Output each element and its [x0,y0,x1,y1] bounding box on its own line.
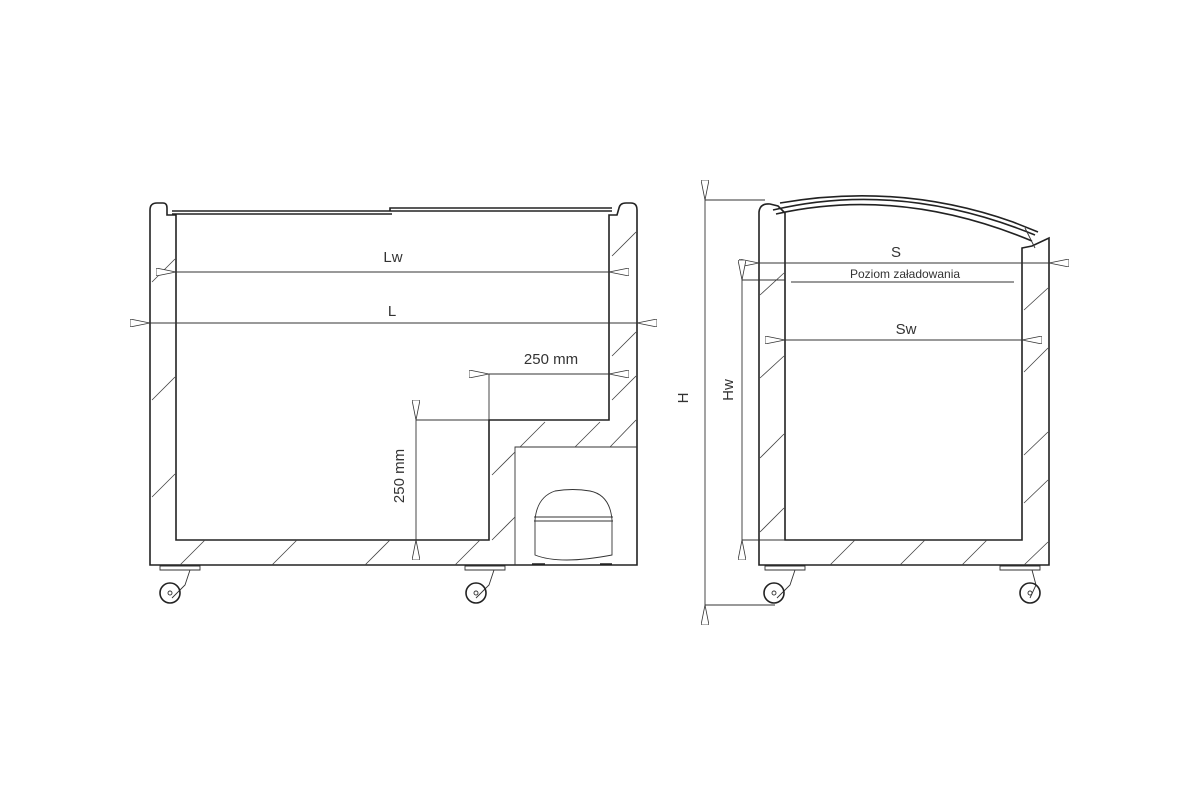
label-lw: Lw [383,249,402,266]
curved-glass-lid [772,195,1039,242]
label-hw: Hw [720,379,737,401]
sliding-lid-left [172,210,392,215]
label-step-height: 250 mm [391,449,408,503]
front-view: Lw L 250 mm 250 mm [150,202,637,604]
label-loading-level: Poziom załadowania [850,267,960,281]
caster-left [159,565,201,604]
caster-left [763,565,806,604]
label-h: H [675,393,692,404]
hatching [759,272,1049,566]
caster-right [464,565,506,604]
compressor [532,489,613,565]
label-s: S [891,244,901,261]
hatching [151,231,637,566]
side-view: S Poziom załadowania Sw Hw H [675,196,1049,605]
extension-lines [705,199,785,606]
sliding-lid-right [389,207,612,212]
lid-handle [1024,227,1036,249]
caster-right [999,565,1041,604]
label-l: L [388,303,396,320]
cabinet-outline [758,203,1050,566]
label-sw: Sw [896,321,917,338]
compressor-compartment [514,446,637,565]
label-step-width: 250 mm [524,351,578,368]
